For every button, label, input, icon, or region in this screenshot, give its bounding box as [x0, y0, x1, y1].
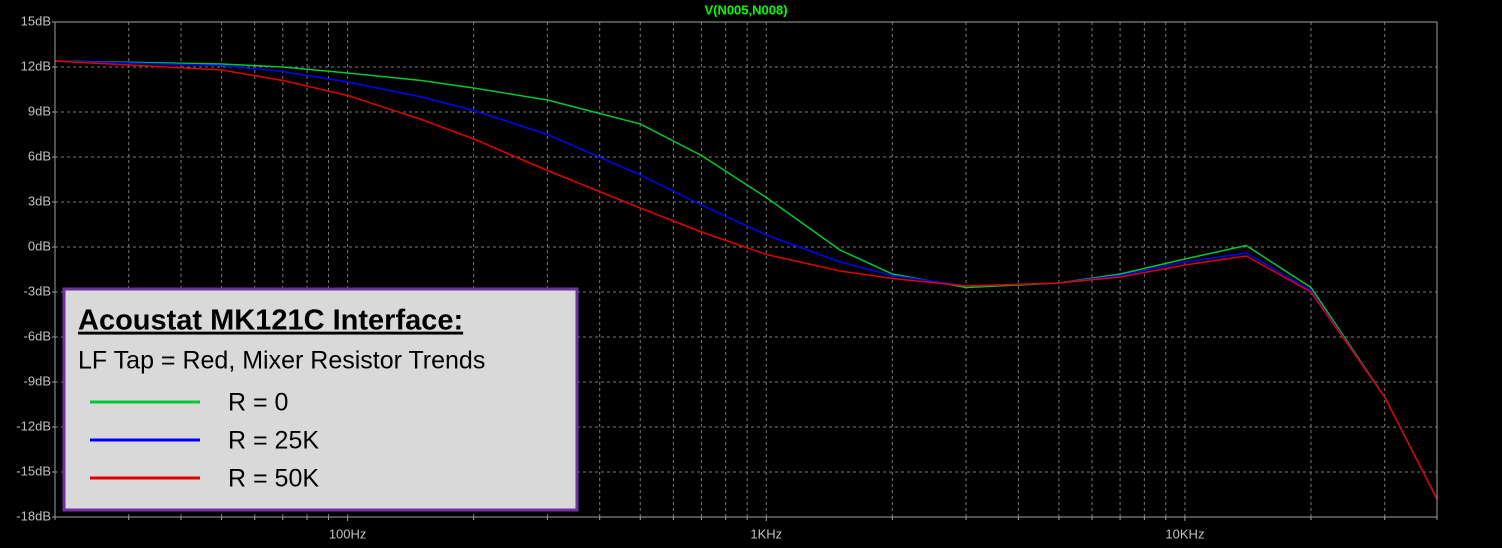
y-tick-label: -12dB	[16, 418, 51, 433]
legend-box	[62, 287, 579, 512]
grid	[54, 21, 1438, 518]
y-tick-label: -18dB	[16, 508, 51, 523]
x-tick-label: 1KHz	[750, 526, 782, 541]
y-tick-label: 3dB	[28, 193, 51, 208]
y-tick-label: 0dB	[28, 238, 51, 253]
y-tick-label: -15dB	[16, 463, 51, 478]
series-line	[54, 60, 1438, 500]
y-tick-label: 15dB	[21, 13, 51, 28]
legend-title: Acoustat MK121C Interface:	[78, 305, 463, 337]
y-tick-label: 9dB	[28, 103, 51, 118]
legend-subtitle: LF Tap = Red, Mixer Resistor Trends	[78, 347, 485, 375]
y-tick-label: -3dB	[24, 283, 51, 298]
y-tick-label: 12dB	[21, 58, 51, 73]
plot-lines	[54, 60, 1438, 500]
y-tick-label: 6dB	[28, 148, 51, 163]
y-tick-label: -6dB	[24, 328, 51, 343]
series-line	[54, 60, 1438, 500]
legend: Acoustat MK121C Interface: LF Tap = Red,…	[62, 287, 579, 512]
legend-label: R = 25K	[228, 427, 319, 455]
series-line	[54, 60, 1438, 500]
plot-frame	[54, 21, 1438, 518]
x-tick-label: 10KHz	[1165, 526, 1204, 541]
chart-title: V(N005,N008)	[704, 2, 787, 17]
legend-label: R = 0	[228, 389, 288, 417]
x-tick-label: 100Hz	[329, 526, 367, 541]
legend-label: R = 50K	[228, 465, 319, 493]
y-tick-label: -9dB	[24, 373, 51, 388]
